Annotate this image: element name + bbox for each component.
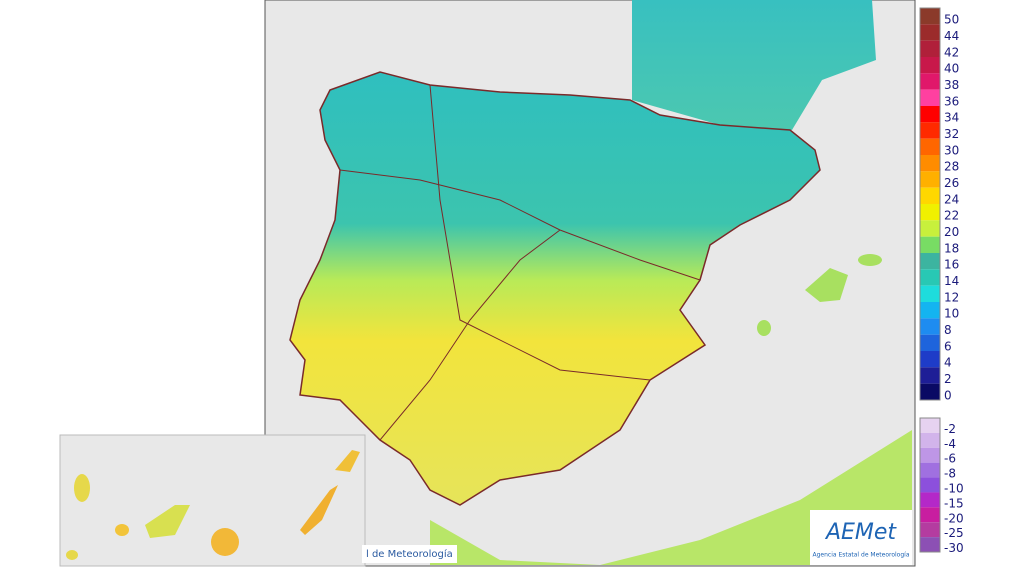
legend-swatch: [920, 106, 940, 123]
legend-label: 0: [944, 388, 952, 402]
legend-label: 32: [944, 127, 959, 141]
legend-swatch: [920, 204, 940, 221]
legend-label: 18: [944, 241, 959, 255]
legend-label: 6: [944, 339, 952, 353]
legend-swatch: [920, 334, 940, 351]
balearics: [805, 268, 848, 302]
legend-label: 34: [944, 111, 959, 125]
legend-swatch: [920, 57, 940, 74]
legend-label: 8: [944, 323, 952, 337]
legend-swatch: [920, 492, 940, 508]
logo-subtitle: Agencia Estatal de Meteorología: [813, 552, 910, 559]
legend-label: 28: [944, 160, 959, 174]
legend-swatch: [920, 447, 940, 463]
legend-swatch: [920, 432, 940, 448]
regions: [379, 229, 561, 441]
legend-label: -2: [944, 422, 956, 436]
legend-label: 24: [944, 192, 959, 206]
legend-label: 42: [944, 45, 959, 59]
legend-swatch: [920, 89, 940, 106]
legend-swatch: [920, 367, 940, 384]
legend-swatch: [920, 122, 940, 139]
map: l de Meteorología AEMet Agencia Estatal …: [59, 0, 916, 567]
legend-swatch: [920, 383, 940, 400]
legend-label: 12: [944, 290, 959, 304]
regions: [429, 84, 651, 381]
legend-swatch: [920, 418, 940, 433]
legend-label: 20: [944, 225, 959, 239]
legend-label: -20: [944, 511, 964, 525]
legend: 5044424038363432302826242220181614121086…: [919, 7, 964, 555]
legend-label: 26: [944, 176, 959, 190]
island: [335, 450, 360, 472]
island: [74, 474, 90, 502]
legend-swatch: [920, 537, 940, 552]
footer-text: l de Meteorología: [366, 548, 453, 560]
legend-label: -15: [944, 496, 964, 510]
legend-swatch: [920, 220, 940, 237]
regions: [339, 169, 701, 281]
legend-label: -6: [944, 452, 956, 466]
legend-label: -4: [944, 437, 956, 451]
legend-swatch: [920, 477, 940, 493]
legend-swatch: [920, 138, 940, 155]
island: [145, 505, 190, 538]
france: [632, 0, 876, 130]
legend-label: 4: [944, 356, 952, 370]
legend-label: -10: [944, 482, 964, 496]
logo-box: [810, 510, 912, 565]
logo: AEMet: [824, 520, 897, 545]
legend-swatch: [920, 8, 940, 25]
legend-swatch: [920, 155, 940, 172]
legend-swatch: [920, 507, 940, 523]
footer-box: [362, 545, 457, 563]
africa: [430, 430, 912, 565]
legend-label: 38: [944, 78, 959, 92]
legend-label: 22: [944, 209, 959, 223]
balearics: [757, 320, 771, 336]
legend-swatch: [920, 236, 940, 253]
island: [115, 524, 129, 536]
legend-swatch: [920, 24, 940, 41]
legend-label: 50: [944, 13, 959, 27]
legend-swatch: [920, 171, 940, 188]
legend-swatch: [920, 40, 940, 57]
legend-swatch: [920, 462, 940, 478]
legend-swatch: [920, 522, 940, 538]
legend-swatch: [920, 253, 940, 270]
island: [300, 485, 338, 535]
legend-label: 36: [944, 94, 959, 108]
legend-swatch: [920, 318, 940, 335]
legend-label: 44: [944, 29, 959, 43]
legend-label: 30: [944, 143, 959, 157]
legend-label: 14: [944, 274, 959, 288]
legend-border: [919, 7, 941, 401]
legend-swatch: [920, 187, 940, 204]
legend-label: 10: [944, 307, 959, 321]
island: [211, 528, 239, 556]
legend-label: 40: [944, 62, 959, 76]
legend-label: -25: [944, 526, 964, 540]
legend-label: -8: [944, 467, 956, 481]
legend-label: -30: [944, 541, 964, 555]
legend-swatch: [920, 351, 940, 368]
legend-border: [919, 417, 941, 553]
balearics: [858, 254, 882, 266]
island: [66, 550, 78, 560]
legend-label: 16: [944, 258, 959, 272]
legend-swatch: [920, 73, 940, 90]
legend-swatch: [920, 302, 940, 319]
legend-label: 2: [944, 372, 952, 386]
legend-swatch: [920, 269, 940, 286]
legend-swatch: [920, 285, 940, 302]
